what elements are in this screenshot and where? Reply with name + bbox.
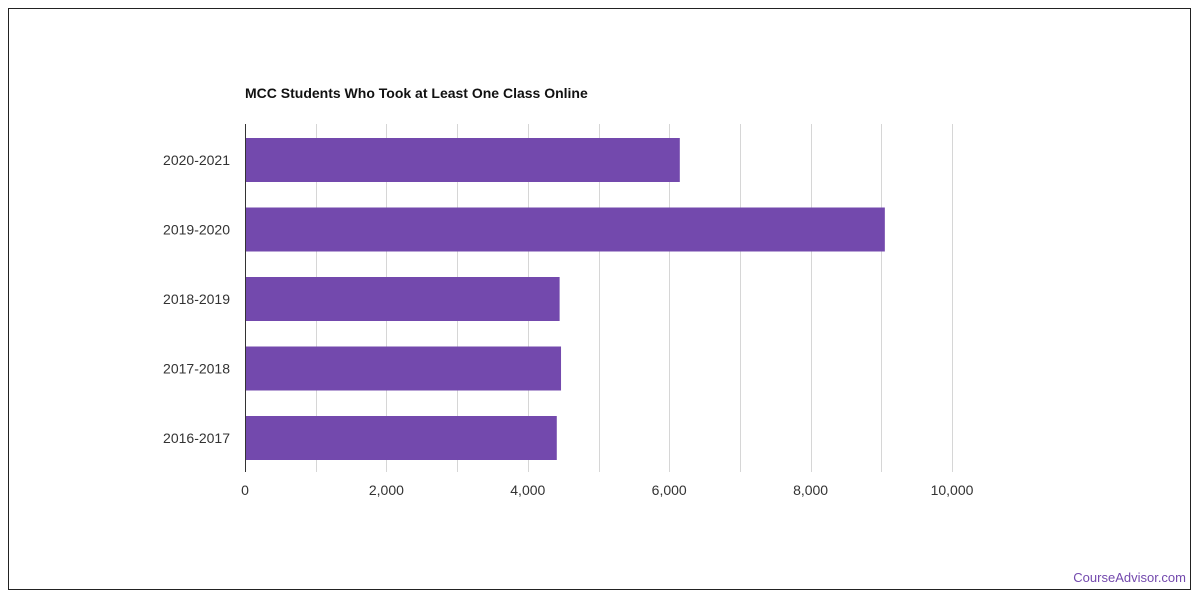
category-label: 2016-2017 (163, 430, 230, 446)
x-tick-label: 6,000 (652, 482, 687, 498)
category-label: 2017-2018 (163, 361, 230, 377)
x-tick-label: 4,000 (510, 482, 545, 498)
bar (245, 138, 680, 182)
labels: 2020-2021 2019-2020 2018-2019 2017-2018 2016… (163, 152, 974, 498)
watermark-link[interactable]: CourseAdvisor.com (1073, 570, 1186, 585)
x-tick-label: 10,000 (931, 482, 974, 498)
bars (245, 138, 885, 460)
bar (245, 346, 562, 391)
chart-title: MCC Students Who Took at Least One Class… (245, 85, 588, 101)
category-label: 2020-2021 (163, 152, 230, 168)
x-tick-label: 0 (241, 482, 249, 498)
category-label: 2018-2019 (163, 291, 230, 307)
x-tick-label: 2,000 (369, 482, 404, 498)
bar (245, 416, 557, 460)
category-label: 2019-2020 (163, 222, 230, 238)
bar (245, 277, 560, 321)
bar (245, 207, 885, 252)
x-tick-label: 8,000 (793, 482, 828, 498)
